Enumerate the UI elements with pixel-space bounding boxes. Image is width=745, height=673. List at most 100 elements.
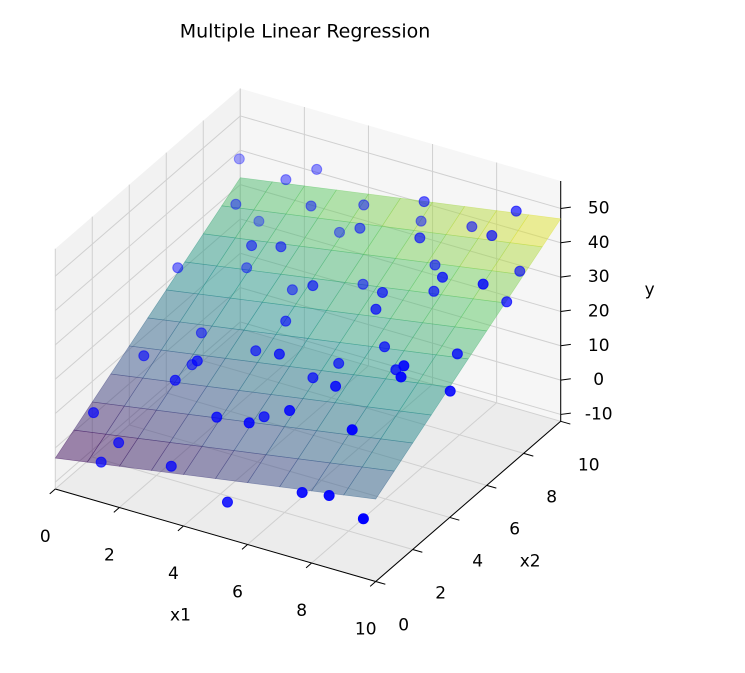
data-point	[307, 372, 319, 384]
data-point	[250, 345, 262, 357]
data-point	[138, 350, 150, 362]
data-point	[357, 278, 369, 290]
data-point	[280, 315, 292, 327]
x-tick-label: 4	[168, 564, 179, 584]
grid-line	[311, 402, 497, 564]
y-tick-label: 4	[472, 551, 483, 571]
y-tick	[523, 452, 534, 457]
y-tick-label: 6	[509, 519, 520, 539]
data-point	[253, 215, 265, 227]
data-point	[296, 486, 308, 498]
z-tick-label: -10	[585, 404, 613, 424]
x-tick	[369, 581, 377, 587]
data-point	[305, 200, 317, 212]
data-point	[346, 424, 358, 436]
data-point	[418, 196, 430, 208]
data-point	[323, 490, 335, 502]
grid-line	[54, 115, 241, 277]
y-tick	[486, 484, 497, 489]
data-point	[307, 280, 319, 292]
data-point	[241, 262, 253, 274]
data-point	[477, 278, 489, 290]
y-axis-label: x2	[520, 551, 541, 571]
data-point	[376, 286, 388, 298]
data-point	[501, 296, 513, 308]
data-point	[330, 380, 342, 392]
data-point	[354, 222, 366, 234]
data-point	[191, 355, 203, 367]
x-tick-label: 2	[104, 546, 115, 566]
grid-line	[54, 149, 241, 311]
grid-line	[240, 115, 561, 209]
data-point	[357, 513, 369, 525]
grid-line	[92, 456, 413, 550]
data-point	[165, 460, 177, 472]
y-axis	[375, 420, 562, 582]
data-point	[395, 371, 407, 383]
z-tick-label: 50	[588, 198, 610, 218]
data-point	[370, 303, 382, 315]
x-axis-label: x1	[170, 605, 191, 625]
data-point	[195, 327, 207, 339]
y-tick	[412, 548, 423, 553]
z-tick-label: 20	[588, 301, 610, 321]
z-tick-label: 0	[593, 370, 604, 390]
data-point	[113, 437, 125, 449]
y-tick-label: 8	[546, 487, 557, 507]
data-point	[428, 285, 440, 297]
z-tick	[560, 240, 571, 244]
x-tick-label: 6	[232, 583, 243, 603]
x-tick	[177, 525, 184, 532]
data-point	[172, 262, 184, 274]
data-point	[333, 357, 345, 369]
data-point	[284, 405, 296, 417]
data-point	[436, 271, 448, 283]
data-point	[429, 259, 441, 271]
z-tick-label: 30	[588, 267, 610, 287]
data-point	[95, 456, 107, 468]
z-tick-label: 40	[588, 233, 610, 253]
data-point	[169, 374, 181, 386]
grid-line	[54, 184, 241, 346]
x-tick-label: 10	[355, 620, 377, 640]
axes: 0 2 4 6 8 10 0 2 4 6 8 10 -10 0 10 20 30 40 50 x1 x2 y	[40, 180, 655, 640]
z-tick	[560, 343, 571, 347]
z-tick	[560, 378, 571, 381]
points	[88, 153, 526, 525]
x-tick-label: 0	[40, 527, 51, 547]
x-tick	[49, 488, 56, 495]
y-tick	[449, 516, 460, 521]
data-point	[415, 215, 427, 227]
chart-title: Multiple Linear Regression	[180, 21, 431, 43]
data-point	[414, 232, 426, 244]
data-point	[280, 174, 292, 186]
data-point	[311, 163, 323, 175]
data-point	[286, 284, 298, 296]
data-point	[486, 230, 498, 242]
x-tick	[113, 507, 120, 513]
z-tick	[560, 275, 571, 278]
data-point	[333, 226, 345, 238]
x-tick	[241, 544, 248, 550]
data-point	[444, 385, 456, 397]
data-point	[510, 205, 522, 217]
data-point	[243, 417, 255, 429]
data-point	[451, 348, 463, 360]
z-tick	[560, 412, 571, 415]
data-point	[379, 341, 391, 353]
y-tick	[375, 581, 386, 585]
data-point	[211, 411, 223, 423]
z-tick	[560, 206, 571, 209]
data-point	[273, 348, 285, 360]
data-point	[88, 407, 100, 419]
y-tick-label: 0	[398, 616, 409, 636]
data-point	[246, 240, 258, 252]
y-tick-label: 10	[578, 455, 600, 475]
x-tick	[305, 562, 312, 569]
surface-patch	[343, 466, 395, 500]
data-point	[358, 199, 370, 211]
data-point	[466, 221, 478, 233]
data-point	[398, 360, 410, 372]
data-point	[514, 265, 526, 277]
